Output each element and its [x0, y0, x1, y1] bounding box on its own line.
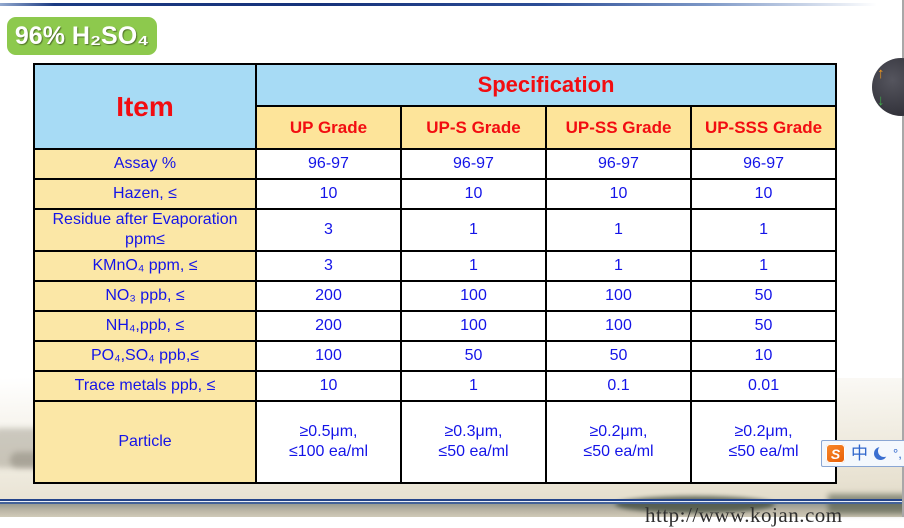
ime-toolbar[interactable]: S 中 °, — [821, 440, 904, 467]
table-cell: 50 — [689, 310, 838, 342]
footer-url-text: http://www.kojan.com — [645, 503, 843, 527]
title-badge-label: 96% H₂SO₄ — [14, 21, 150, 50]
row-label: NH₄,ppb, ≤ — [33, 310, 257, 342]
row-label: NO₃ ppb, ≤ — [33, 280, 257, 312]
table-cell: 10 — [255, 370, 402, 402]
table-cell: 100 — [545, 310, 692, 342]
scroll-down-icon[interactable]: ↓ — [877, 92, 885, 109]
table-cell: 10 — [689, 178, 838, 210]
table-row-nh4: NH₄,ppb, ≤ 200 100 100 50 — [33, 310, 838, 342]
table-cell: 96-97 — [400, 148, 547, 180]
table-row-residue: Residue after Evaporation ppm≤ 3 1 1 1 — [33, 208, 838, 252]
moon-icon[interactable] — [874, 445, 890, 460]
table-cell: 50 — [689, 280, 838, 312]
grade-header-up: UP Grade — [255, 105, 402, 150]
table-row-trace-metals: Trace metals ppb, ≤ 10 1 0.1 0.01 — [33, 370, 838, 402]
table-cell: 1 — [689, 250, 838, 282]
table-cell: 100 — [400, 310, 547, 342]
scroll-up-icon[interactable]: ↑ — [877, 65, 885, 82]
row-label: Hazen, ≤ — [33, 178, 257, 210]
table-row-no3: NO₃ ppb, ≤ 200 100 100 50 — [33, 280, 838, 312]
specification-header: Specification — [254, 63, 838, 107]
row-label: Residue after Evaporation ppm≤ — [33, 208, 257, 252]
table-cell: 10 — [400, 178, 547, 210]
table-cell: 0.1 — [545, 370, 692, 402]
sogou-logo-icon[interactable]: S — [826, 444, 845, 463]
table-cell: 100 — [255, 340, 402, 372]
table-cell: 100 — [545, 280, 692, 312]
table-header-row: Item Specification — [33, 63, 838, 150]
table-cell: 3 — [255, 250, 402, 282]
table-cell: 200 — [255, 310, 402, 342]
table-cell: 10 — [545, 178, 692, 210]
table-cell: 1 — [400, 370, 547, 402]
table-row-particle: Particle ≥0.5μm, ≤100 ea/ml ≥0.3μm, ≤50 … — [33, 400, 838, 484]
table-cell: 10 — [689, 340, 838, 372]
table-row-kmno4: KMnO₄ ppm, ≤ 3 1 1 1 — [33, 250, 838, 282]
title-badge: 96% H₂SO₄ — [7, 17, 157, 55]
table-cell: 50 — [545, 340, 692, 372]
table-cell: ≥0.3μm, ≤50 ea/ml — [400, 400, 547, 484]
row-label: Particle — [33, 400, 257, 484]
item-column-header: Item — [33, 63, 257, 150]
table-cell: 1 — [400, 208, 547, 252]
table-cell: 50 — [400, 340, 547, 372]
table-cell: 96-97 — [545, 148, 692, 180]
table-cell: 0.01 — [689, 370, 838, 402]
row-label: KMnO₄ ppm, ≤ — [33, 250, 257, 282]
table-cell: ≥0.2μm, ≤50 ea/ml — [689, 400, 838, 484]
table-cell: 3 — [255, 208, 402, 252]
top-divider-line — [0, 3, 904, 6]
table-cell: 200 — [255, 280, 402, 312]
table-cell: 10 — [255, 178, 402, 210]
table-row-assay: Assay % 96-97 96-97 96-97 96-97 — [33, 148, 838, 180]
table-cell: 1 — [689, 208, 838, 252]
chinese-mode-toggle[interactable]: 中 — [851, 444, 868, 463]
table-cell: ≥0.5μm, ≤100 ea/ml — [255, 400, 402, 484]
table-cell: 1 — [545, 250, 692, 282]
slide-bottom-border — [0, 499, 904, 504]
table-cell: 1 — [545, 208, 692, 252]
row-label: Trace metals ppb, ≤ — [33, 370, 257, 402]
table-cell: 100 — [400, 280, 547, 312]
table-row-hazen: Hazen, ≤ 10 10 10 10 — [33, 178, 838, 210]
grade-header-up-sss: UP-SSS Grade — [689, 105, 838, 150]
table-cell: 1 — [400, 250, 547, 282]
row-label: Assay % — [33, 148, 257, 180]
table-grade-header-row: UP Grade UP-S Grade UP-SS Grade UP-SSS G… — [34, 105, 838, 150]
page-nav-widget: ↑ ↓ — [872, 58, 904, 116]
grade-header-up-ss: UP-SS Grade — [545, 105, 692, 150]
spec-table: Item Specification UP Grade UP-S Grade U… — [33, 63, 838, 484]
table-cell: 96-97 — [255, 148, 402, 180]
table-row-po4so4: PO₄,SO₄ ppb,≤ 100 50 50 10 — [33, 340, 838, 372]
window-edge — [902, 0, 904, 517]
table-cell: 96-97 — [689, 148, 838, 180]
punctuation-mode-icon[interactable]: °, — [893, 446, 902, 461]
grade-header-up-s: UP-S Grade — [400, 105, 547, 150]
table-cell: ≥0.2μm, ≤50 ea/ml — [545, 400, 692, 484]
row-label: PO₄,SO₄ ppb,≤ — [33, 340, 257, 372]
